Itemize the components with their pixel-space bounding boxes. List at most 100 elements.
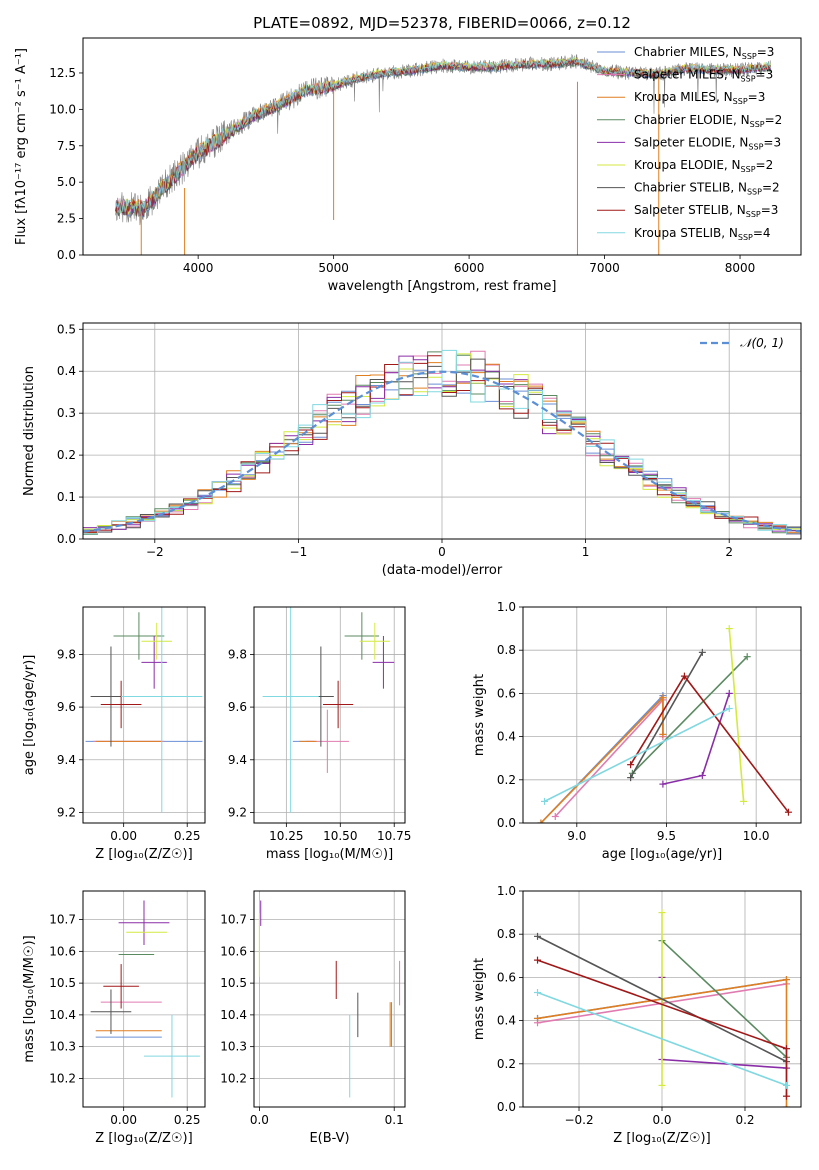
x-axis-label: Z [log₁₀(Z/Z☉)] [95,1131,192,1146]
panel-age_vs_mass: 10.25 10.50 10.75 9.2 9.4 9.6 9.8 mass [log₁₀(M… [228,606,411,862]
y-tick-label: 10.0 [49,102,76,116]
errorbar-point [118,900,170,945]
weight-line-kroupa-elodie [728,628,745,802]
plot-area [537,625,792,823]
residual-legend: 𝒩(0, 1) [700,336,784,350]
y-tick-label: 0.4 [57,364,76,378]
y-tick-label: 0.5 [57,322,76,336]
legend-entry: 𝒩(0, 1) [740,336,784,350]
y-tick-label: 0.6 [497,686,516,700]
x-tick-label: 0.2 [735,1113,754,1127]
errorbar-point [90,989,132,1034]
y-tick-label: 10.6 [49,944,76,958]
panel-weight_vs_age: 9.0 9.5 10.0 0.0 0.2 0.4 0.6 0.8 1.0 age [log₁₀(a… [472,600,802,862]
panel-mass_vs_Z: 0.00 0.25 10.2 10.3 10.4 10.5 10.6 10.7 Z [log₁₀… [22,890,206,1146]
plot-area [85,607,203,813]
legend-entry: Chabrier STELIB, NSSP=2 [634,181,780,197]
y-tick-label: 10.4 [49,1008,76,1022]
x-axis-label: wavelength [Angstrom, rest frame] [328,279,557,294]
x-tick-label: 0.25 [174,1113,201,1127]
legend-entry: Chabrier ELODIE, NSSP=2 [634,113,782,129]
plot-background [254,891,405,1107]
errorbar-point [344,612,380,660]
y-tick-label: 1.0 [497,884,516,898]
y-axis-label: mass [log₁₀(M/M☉)] [22,935,37,1062]
x-tick-label: 1 [582,545,590,559]
y-tick-label: 0.0 [497,816,516,830]
x-tick-label: 8000 [725,261,756,275]
x-tick-label: 5000 [318,261,349,275]
y-tick-label: 0.4 [497,730,516,744]
normal-curve [83,370,801,533]
errorbar-point [372,635,395,689]
x-tick-label: 9.0 [567,829,586,843]
panel-age_vs_Z: 0.00 0.25 9.2 9.4 9.6 9.8 Z [log₁₀(Z/Z☉)] age [… [22,606,206,862]
y-tick-label: 0.3 [57,406,76,420]
y-tick-label: 2.5 [57,212,76,226]
weight-line-kroupa-stelib [544,707,730,803]
axes-frame [82,606,206,824]
y-axis-label: age [log₁₀(age/yr)] [22,655,37,776]
errorbar-point [141,635,167,689]
model-spectrum-kroupa-stelib [115,55,772,215]
weight-line-chabrier-elodie [631,656,748,774]
errorbar-point [323,680,354,729]
y-tick-label: 10.4 [220,1008,247,1022]
x-tick-label: −2 [146,545,164,559]
y-tick-label: 0.6 [497,970,516,984]
plot-area [83,349,801,535]
x-tick-label: 7000 [589,261,620,275]
y-tick-label: 1.0 [497,600,516,614]
y-tick-label: 10.6 [220,944,247,958]
y-tick-label: 9.2 [57,805,76,819]
plots-layer: 4000 5000 6000 7000 80000.02.55.07.510.012.5… [14,37,802,1146]
y-tick-label: 0.8 [497,643,516,657]
plot-background [254,607,405,823]
legend-entry: Kroupa ELODIE, NSSP=2 [634,158,773,174]
legend-entry: Chabrier MILES, NSSP=3 [634,45,774,61]
errorbar-point [359,622,390,660]
errorbar-point [262,607,319,813]
x-tick-label: 2 [725,545,733,559]
x-tick-label: 0.0 [652,1113,671,1127]
errorbar-point [103,964,139,1009]
legend-entry: Salpeter MILES, NSSP=3 [634,68,773,84]
y-tick-label: 9.8 [228,647,247,661]
y-tick-label: 0.0 [57,532,76,546]
panel-mass_vs_ebv: 0.0 0.1 10.2 10.3 10.4 10.5 10.6 10.7 E(B-V) [220,890,406,1146]
y-tick-label: 0.0 [57,248,76,262]
weight-line-kroupa-stelib [537,991,787,1087]
x-axis-label: E(B-V) [309,1131,349,1146]
errorbar-point [113,612,165,660]
x-axis-label: mass [log₁₀(M/M☉)] [266,847,393,862]
errorbar-point [121,607,203,813]
x-tick-label: 10.75 [377,829,411,843]
x-tick-label: 0.00 [110,829,137,843]
weight-line-chabrier-elodie [661,940,788,1058]
x-tick-label: 0.00 [110,1113,137,1127]
y-tick-label: 12.5 [49,66,76,80]
plot-area [534,909,790,1107]
y-tick-label: 0.2 [57,448,76,462]
plot-area [90,900,200,1098]
x-tick-label: 9.5 [657,829,676,843]
x-tick-label: −0.2 [564,1113,593,1127]
y-tick-label: 10.3 [49,1040,76,1054]
spectrum-legend: Chabrier MILES, NSSP=3 Salpeter MILES, NS… [597,45,782,242]
x-axis-label: (data-model)/error [382,563,503,578]
x-tick-label: 0.1 [385,1113,404,1127]
y-tick-label: 10.2 [49,1071,76,1085]
y-tick-label: 10.5 [49,976,76,990]
x-tick-label: 4000 [183,261,214,275]
errorbar-point [100,680,142,729]
axes-frame [82,37,802,256]
plot-background [523,607,801,823]
y-axis-label: mass weight [472,674,487,756]
errorbar-point [141,622,172,660]
y-tick-label: 10.7 [220,913,247,927]
x-tick-label: −1 [290,545,308,559]
x-tick-label: 0 [438,545,446,559]
x-tick-label: 10.0 [743,829,770,843]
x-tick-label: 10.25 [269,829,303,843]
